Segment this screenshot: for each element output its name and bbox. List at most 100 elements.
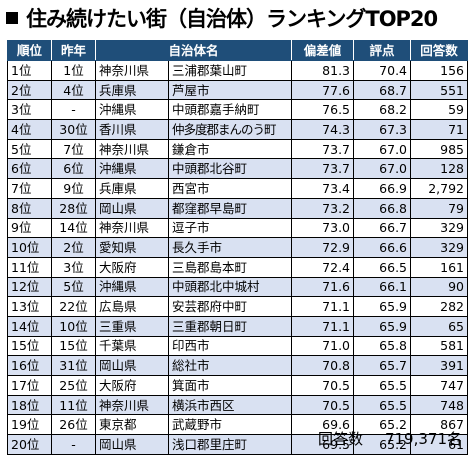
cell-rank: 2位 [7, 79, 52, 101]
cell-rank: 17位 [7, 375, 52, 396]
cell-prefecture: 千葉県 [95, 335, 169, 357]
table-row: 4位 30位 香川県 仲多度郡まんのう町 74.3 67.3 71 [7, 119, 469, 140]
total-responses: 回答数 719,371名 [318, 428, 462, 449]
cell-rank: 12位 [7, 276, 52, 298]
cell-city: 横浜市西区 [167, 394, 293, 416]
table-row: 10位 2位 愛知県 長久手市 72.9 66.6 329 [7, 237, 469, 258]
cell-responses: 329 [410, 237, 469, 258]
cell-prefecture: 香川県 [95, 119, 169, 140]
square-bullet-icon [6, 12, 18, 24]
header-deviation: 偏差値 [291, 40, 355, 61]
cell-responses: 282 [410, 296, 469, 317]
table-row: 8位 28位 岡山県 都窪郡早島町 73.2 66.8 79 [7, 197, 469, 219]
cell-deviation: 72.4 [291, 256, 355, 278]
header-responses: 回答数 [410, 40, 469, 61]
cell-score: 67.0 [353, 138, 412, 160]
cell-responses: 2,792 [410, 178, 469, 199]
table-row: 19位 26位 東京都 武蔵野市 69.6 65.2 867 [7, 414, 469, 436]
header-score: 評点 [353, 40, 412, 61]
cell-city: 三重郡朝日町 [167, 315, 293, 337]
cell-score: 67.0 [353, 158, 412, 180]
cell-city: 印西市 [167, 335, 293, 357]
cell-prefecture: 兵庫県 [95, 79, 169, 101]
cell-responses: 161 [410, 256, 469, 278]
cell-responses: 71 [410, 119, 469, 140]
cell-deviation: 73.0 [291, 217, 355, 239]
cell-score: 68.7 [353, 79, 412, 101]
cell-rank: 6位 [7, 158, 52, 180]
cell-prefecture: 東京都 [95, 414, 169, 436]
table-row: 6位 6位 沖縄県 中頭郡北谷町 73.7 67.0 128 [7, 158, 469, 180]
cell-prefecture: 岡山県 [95, 355, 169, 376]
cell-prefecture: 広島県 [95, 296, 169, 317]
table-row: 15位 15位 千葉県 印西市 71.0 65.8 581 [7, 335, 469, 357]
cell-city: 箕面市 [167, 375, 293, 396]
cell-last-year: 4位 [51, 79, 96, 101]
table-row: 17位 25位 大阪府 箕面市 70.5 65.5 747 [7, 375, 469, 396]
cell-deviation: 71.0 [291, 335, 355, 357]
cell-city: 逗子市 [167, 217, 293, 239]
cell-rank: 14位 [7, 315, 52, 337]
cell-rank: 11位 [7, 256, 52, 278]
cell-responses: 65 [410, 315, 469, 337]
cell-responses: 61 [410, 434, 469, 455]
ranking-table: 順位 昨年 自治体名 偏差値 評点 回答数 1位 1位 神奈川県 三浦郡葉山町 81.3… [7, 40, 469, 455]
cell-city: 仲多度郡まんのう町 [167, 119, 293, 140]
cell-last-year: 25位 [51, 375, 96, 396]
cell-score: 65.9 [353, 296, 412, 317]
cell-deviation: 73.2 [291, 197, 355, 219]
table-row: 11位 3位 大阪府 三島郡島本町 72.4 66.5 161 [7, 256, 469, 278]
cell-score: 67.3 [353, 119, 412, 140]
header-municipality: 自治体名 [94, 40, 293, 61]
cell-city: 浅口郡里庄町 [167, 434, 293, 455]
table-body: 1位 1位 神奈川県 三浦郡葉山町 81.3 70.4 156 2位 4位 兵庫県 芦屋市 77.6 6… [7, 60, 469, 455]
cell-rank: 13位 [7, 296, 52, 317]
cell-score: 65.2 [353, 434, 412, 455]
cell-deviation: 69.6 [291, 414, 355, 436]
cell-prefecture: 神奈川県 [95, 60, 169, 81]
cell-prefecture: 大阪府 [95, 256, 169, 278]
cell-rank: 15位 [7, 335, 52, 357]
cell-city: 鎌倉市 [167, 138, 293, 160]
table-row: 1位 1位 神奈川県 三浦郡葉山町 81.3 70.4 156 [7, 60, 469, 81]
cell-prefecture: 沖縄県 [95, 99, 169, 121]
cell-rank: 7位 [7, 178, 52, 199]
cell-last-year: 5位 [51, 276, 96, 298]
cell-rank: 4位 [7, 119, 52, 140]
cell-responses: 128 [410, 158, 469, 180]
cell-last-year: 7位 [51, 138, 96, 160]
cell-rank: 9位 [7, 217, 52, 239]
table-row: 5位 7位 神奈川県 鎌倉市 73.7 67.0 985 [7, 138, 469, 160]
cell-deviation: 70.8 [291, 355, 355, 376]
table-row: 20位 - 岡山県 浅口郡里庄町 69.5 65.2 61 [7, 434, 469, 455]
cell-prefecture: 沖縄県 [95, 158, 169, 180]
cell-score: 66.1 [353, 276, 412, 298]
cell-responses: 59 [410, 99, 469, 121]
cell-rank: 10位 [7, 237, 52, 258]
cell-responses: 90 [410, 276, 469, 298]
cell-prefecture: 岡山県 [95, 197, 169, 219]
cell-deviation: 70.5 [291, 394, 355, 416]
table-row: 3位 - 沖縄県 中頭郡嘉手納町 76.5 68.2 59 [7, 99, 469, 121]
table-header-row: 順位 昨年 自治体名 偏差値 評点 回答数 [7, 40, 469, 61]
cell-prefecture: 岡山県 [95, 434, 169, 455]
cell-city: 都窪郡早島町 [167, 197, 293, 219]
cell-prefecture: 大阪府 [95, 375, 169, 396]
cell-last-year: 10位 [51, 315, 96, 337]
cell-prefecture: 神奈川県 [95, 138, 169, 160]
table-row: 7位 9位 兵庫県 西宮市 73.4 66.9 2,792 [7, 178, 469, 199]
cell-last-year: 9位 [51, 178, 96, 199]
cell-last-year: 15位 [51, 335, 96, 357]
cell-city: 安芸郡府中町 [167, 296, 293, 317]
cell-rank: 19位 [7, 414, 52, 436]
page-title: 住み続けたい街（自治体）ランキングTOP20 [6, 4, 438, 34]
cell-last-year: - [51, 434, 96, 455]
table-row: 9位 14位 神奈川県 逗子市 73.0 66.7 329 [7, 217, 469, 239]
cell-deviation: 71.1 [291, 296, 355, 317]
cell-deviation: 74.3 [291, 119, 355, 140]
cell-city: 芦屋市 [167, 79, 293, 101]
cell-last-year: 6位 [51, 158, 96, 180]
cell-deviation: 71.6 [291, 276, 355, 298]
cell-responses: 747 [410, 375, 469, 396]
cell-responses: 391 [410, 355, 469, 376]
